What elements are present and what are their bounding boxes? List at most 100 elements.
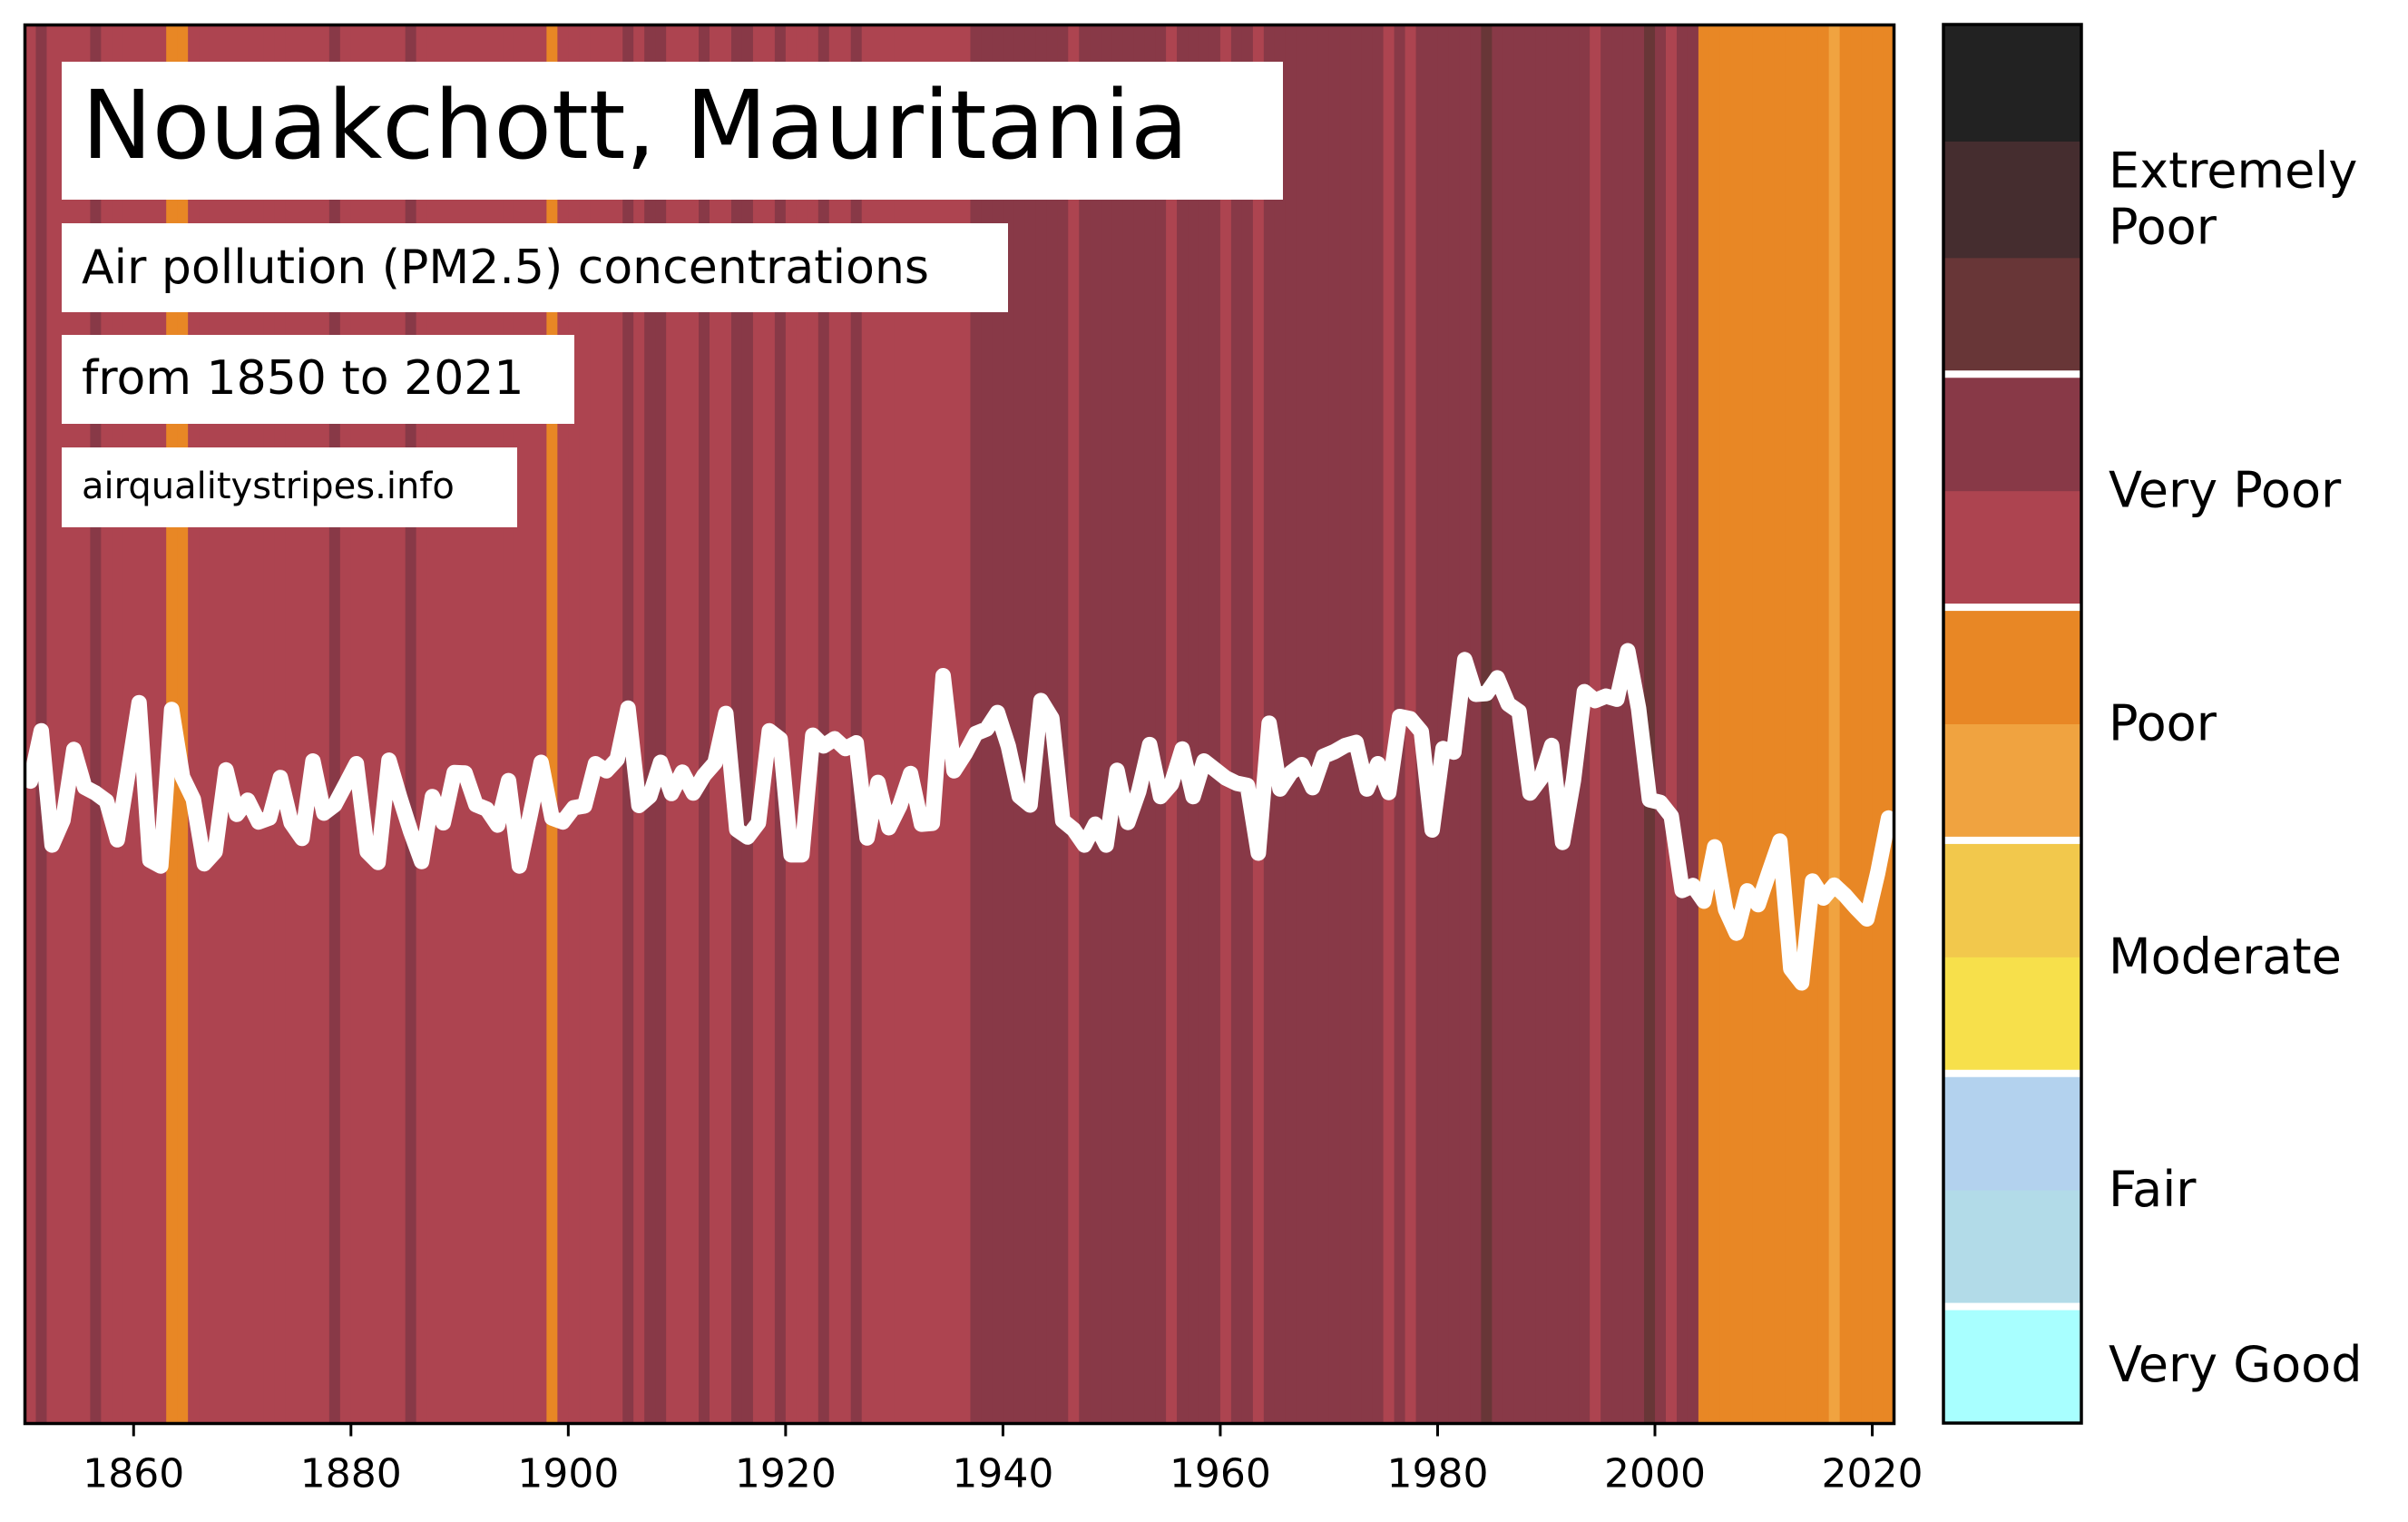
chart-subtitle: Air pollution (PM2.5) concentrations (82, 241, 929, 295)
legend-label-fair: Fair (2109, 1161, 2197, 1218)
legend-swatch (1943, 141, 2081, 259)
legend-label-very-poor: Very Poor (2109, 462, 2342, 519)
stripe-1850 (24, 25, 37, 1424)
stripe-1907 (644, 25, 656, 1424)
stripe-1948 (1090, 25, 1101, 1424)
stripe-2011 (1774, 25, 1786, 1424)
stripe-1915 (730, 25, 743, 1424)
stripe-1902 (590, 25, 602, 1424)
stripe-1942 (1024, 25, 1036, 1424)
legend-swatch (1943, 374, 2081, 492)
stripe-1909 (666, 25, 678, 1424)
stripe-2000 (1655, 25, 1667, 1424)
x-tick-label-1860: 1860 (83, 1451, 184, 1497)
stripe-1991 (1557, 25, 1569, 1424)
stripe-1912 (699, 25, 710, 1424)
stripe-1958 (1198, 25, 1210, 1424)
legend-divider (1943, 1302, 2081, 1311)
stripe-1927 (861, 25, 874, 1424)
stripe-1965 (1274, 25, 1287, 1424)
stripe-2020 (1872, 25, 1884, 1424)
stripe-1920 (785, 25, 798, 1424)
period-box (62, 335, 574, 424)
stripe-1974 (1372, 25, 1385, 1424)
stripe-2014 (1806, 25, 1819, 1424)
stripe-1903 (601, 25, 612, 1424)
stripe-1994 (1590, 25, 1601, 1424)
stripe-1931 (905, 25, 917, 1424)
stripe-1956 (1177, 25, 1189, 1424)
x-axis: 1860 1880 1900 1920 1940 1960 1980 2000 2020 (83, 1423, 1923, 1497)
stripe-2021 (1883, 25, 1895, 1424)
stripe-1983 (1470, 25, 1482, 1424)
pm25-trend-line (23, 643, 1896, 991)
legend-swatch (1943, 490, 2081, 608)
stripe-1951 (1122, 25, 1134, 1424)
stripe-1941 (1013, 25, 1025, 1424)
stripe-2015 (1817, 25, 1830, 1424)
legend-swatch (1943, 1190, 2081, 1308)
stripe-1906 (633, 25, 645, 1424)
stripe-1960 (1219, 25, 1232, 1424)
plot-frame (23, 23, 1896, 1426)
stripe-1929 (883, 25, 896, 1424)
x-tick-label-1960: 1960 (1170, 1451, 1271, 1497)
stripe-2016 (1828, 25, 1841, 1424)
legend-swatch (1943, 957, 2081, 1075)
stripe-1952 (1133, 25, 1145, 1424)
stripe-1945 (1057, 25, 1069, 1424)
stripe-1928 (872, 25, 885, 1424)
legend-label-moderate: Moderate (2109, 928, 2342, 985)
stripe-1971 (1339, 25, 1352, 1424)
stripe-1913 (710, 25, 721, 1424)
stripe-1950 (1111, 25, 1123, 1424)
stripe-1961 (1230, 25, 1243, 1424)
legend-divider (1943, 836, 2081, 844)
stripe-1957 (1188, 25, 1199, 1424)
stripe-1997 (1622, 25, 1634, 1424)
stripe-1911 (688, 25, 700, 1424)
stripe-1988 (1524, 25, 1536, 1424)
stripe-1970 (1328, 25, 1341, 1424)
x-tick-label-1940: 1940 (952, 1451, 1053, 1497)
stripe-1953 (1144, 25, 1156, 1424)
source-box (62, 447, 517, 527)
legend-swatch (1943, 840, 2081, 957)
stripe-2010 (1763, 25, 1776, 1424)
legend-frame (1942, 23, 2083, 1425)
stripe-1959 (1209, 25, 1221, 1424)
stripe-1901 (579, 25, 591, 1424)
stripe-1972 (1350, 25, 1363, 1424)
stripe-1968 (1307, 25, 1319, 1424)
stripe-1966 (1285, 25, 1297, 1424)
stripe-2017 (1839, 25, 1852, 1424)
stripe-1969 (1317, 25, 1330, 1424)
stripe-1924 (828, 25, 841, 1424)
stripe-2005 (1708, 25, 1721, 1424)
stripe-1986 (1503, 25, 1514, 1424)
stripe-2001 (1665, 25, 1678, 1424)
x-tick-label-2020: 2020 (1822, 1451, 1923, 1497)
legend-divider (1943, 370, 2081, 378)
stripe-1922 (807, 25, 819, 1424)
stripe-2018 (1850, 25, 1863, 1424)
stripe-1963 (1252, 25, 1265, 1424)
stripe-1919 (774, 25, 787, 1424)
stripe-1973 (1361, 25, 1374, 1424)
subtitle-box (62, 223, 1008, 312)
chart-title: Nouakchott, Mauritania (82, 70, 1189, 181)
legend-swatch (1943, 1306, 2081, 1424)
stripe-1984 (1481, 25, 1493, 1424)
legend-divider (1943, 1069, 2081, 1077)
stripe-1990 (1546, 25, 1558, 1424)
stripe-1980 (1437, 25, 1450, 1424)
stripe-1985 (1492, 25, 1503, 1424)
stripe-1996 (1611, 25, 1623, 1424)
stripe-1954 (1155, 25, 1167, 1424)
chart-period: from 1850 to 2021 (82, 351, 524, 406)
stripe-2004 (1698, 25, 1710, 1424)
stripe-2009 (1752, 25, 1765, 1424)
legend-label-extremely-poor: Extremely Poor (2109, 142, 2357, 256)
legend-swatch (1943, 723, 2081, 841)
stripe-1979 (1426, 25, 1439, 1424)
